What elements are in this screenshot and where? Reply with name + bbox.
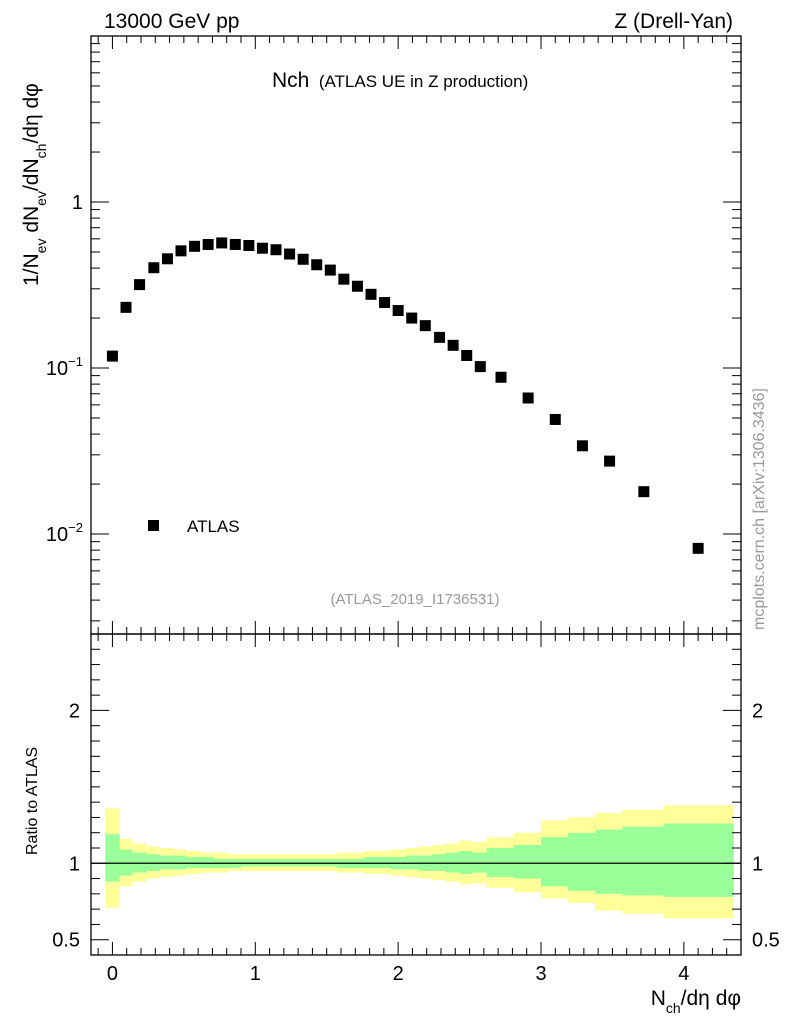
data-point-atlas xyxy=(461,349,473,361)
data-point-atlas xyxy=(229,238,241,250)
ratio-y-tick-label-left: 2 xyxy=(69,700,80,722)
data-point-atlas xyxy=(406,312,418,324)
data-point-atlas xyxy=(270,244,282,256)
chart-title-sub: (ATLAS UE in Z production) xyxy=(319,72,528,91)
data-point-atlas xyxy=(379,297,391,309)
data-point-atlas xyxy=(284,248,296,260)
data-point-atlas xyxy=(638,486,650,498)
data-point-atlas xyxy=(338,273,350,285)
x-tick-label: 2 xyxy=(393,963,404,985)
data-point-atlas xyxy=(392,305,404,317)
data-point-atlas xyxy=(447,339,459,351)
ratio-y-tick-label-left: 1 xyxy=(69,853,80,875)
data-point-atlas xyxy=(549,413,561,425)
analysis-id: (ATLAS_2019_I1736531) xyxy=(330,591,499,608)
data-point-atlas xyxy=(297,253,309,265)
data-point-atlas xyxy=(256,242,268,254)
chart-title: Nch (ATLAS UE in Z production) xyxy=(272,69,528,92)
ratio-plot-frame xyxy=(90,633,742,956)
data-point-atlas xyxy=(148,262,160,274)
data-point-atlas xyxy=(351,280,363,292)
data-point-atlas xyxy=(324,264,336,276)
x-tick-label: 4 xyxy=(678,963,689,985)
data-point-atlas xyxy=(202,238,214,250)
header-energy: 13000 GeV pp xyxy=(104,10,239,33)
ratio-y-tick-label-left: 0.5 xyxy=(52,930,80,952)
data-point-atlas xyxy=(216,237,228,249)
x-axis-label: Nch/dη dφ xyxy=(651,987,741,1016)
legend-label-atlas: ATLAS xyxy=(187,517,240,536)
data-point-atlas xyxy=(175,245,187,257)
data-point-atlas xyxy=(419,320,431,332)
main-plot-frame xyxy=(90,35,742,635)
data-point-atlas xyxy=(161,253,173,265)
data-point-atlas xyxy=(106,350,118,362)
main-y-tick-label: 10−2 xyxy=(46,520,83,546)
data-point-atlas xyxy=(474,361,486,373)
data-point-atlas xyxy=(522,392,534,404)
data-point-atlas xyxy=(434,331,446,343)
x-tick-label: 3 xyxy=(535,963,546,985)
main-panel: 1 10−1 10−2 ATLAS xyxy=(46,35,742,635)
ratio-y-tick-label-right: 0.5 xyxy=(752,930,780,952)
data-point-atlas xyxy=(189,240,201,252)
data-point-atlas xyxy=(365,288,377,300)
chart-title-main: Nch xyxy=(272,69,309,92)
data-point-atlas xyxy=(495,371,507,383)
data-point-atlas xyxy=(576,440,588,452)
main-y-axis-label: 1/Nev dNev/dNch/dη dφ xyxy=(20,83,49,286)
header-process: Z (Drell-Yan) xyxy=(614,10,733,33)
data-point-atlas xyxy=(134,279,146,291)
data-point-atlas xyxy=(604,455,616,467)
ratio-y-tick-label-right: 2 xyxy=(752,700,763,722)
ratio-stat-uncertainty-band xyxy=(105,823,734,897)
main-y-tick-label: 1 xyxy=(72,192,83,214)
ratio-panel: 0 1 2 3 4 0.5 0.5 1 1 2 2 xyxy=(52,633,780,985)
x-tick-label: 1 xyxy=(250,963,261,985)
data-point-atlas xyxy=(120,301,132,313)
ratio-y-axis-label: Ratio to ATLAS xyxy=(24,747,41,855)
data-point-atlas xyxy=(692,542,704,554)
ratio-y-tick-label-right: 1 xyxy=(752,853,763,875)
data-point-atlas xyxy=(243,240,255,252)
data-point-atlas xyxy=(311,259,323,271)
main-y-tick-label: 10−1 xyxy=(46,354,83,380)
legend-marker-atlas xyxy=(148,520,159,531)
source-label: mcplots.cern.ch [arXiv:1306.3436] xyxy=(751,388,768,630)
x-tick-label: 0 xyxy=(107,963,118,985)
